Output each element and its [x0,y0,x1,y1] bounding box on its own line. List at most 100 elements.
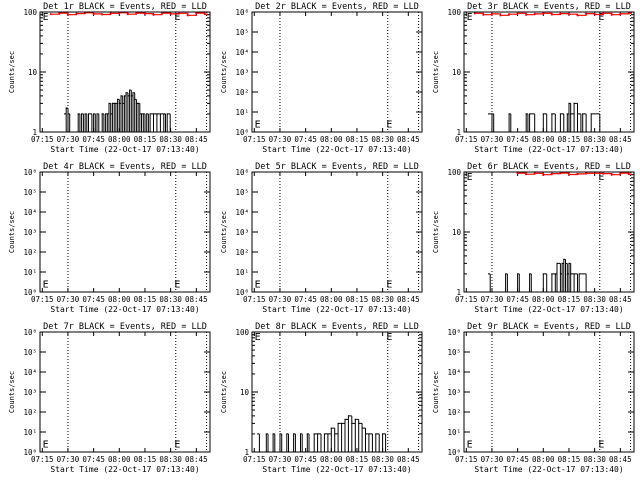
e-marker: E [255,119,261,130]
e-marker: E [43,439,49,450]
data-point-lld [610,13,613,16]
data-point-lld [627,11,630,15]
data-point-lld [533,172,536,175]
y-tick-label: 10⁶ [235,8,249,17]
panel-title: Det 9r BLACK = Events, RED = LLD [467,322,631,332]
data-point-lld [516,12,519,15]
data-point-lld [602,12,605,15]
data-point-events [96,113,98,115]
data-point-lld [559,12,562,15]
data-point-lld [195,11,198,15]
data-point-events [286,433,288,435]
x-tick-label: 07:30 [269,455,292,464]
y-tick-label: 100 [235,328,249,337]
data-point-events [139,113,141,115]
data-point-lld [135,11,138,15]
data-point-events [65,107,67,109]
data-point-lld [576,172,579,175]
data-point-events [487,273,490,275]
data-point-events [361,427,363,429]
x-tick-label: 07:45 [294,295,317,304]
y-tick-label: 1 [32,128,37,137]
data-point-events [563,258,565,260]
data-point-lld [516,171,519,175]
x-tick-label: 08:30 [371,135,394,144]
data-point-events [334,433,336,435]
e-marker: E [174,279,180,290]
y-tick-label: 10⁵ [235,188,249,197]
y-tick-label: 10⁴ [447,368,461,377]
y-tick-label: 10¹ [235,108,249,117]
data-point-events [347,415,350,417]
x-tick-label: 08:45 [609,135,632,144]
y-tick-label: 10¹ [235,268,249,277]
y-tick-label: 10⁰ [235,288,249,297]
data-point-events [306,433,308,435]
x-tick-label: 08:15 [558,295,581,304]
x-axis-label: Start Time (22-Oct-17 07:13:40) [262,305,411,314]
panel-title: Det 2r BLACK = Events, RED = LLD [255,2,419,12]
y-tick-label: 10⁵ [23,348,37,357]
x-tick-label: 08:30 [159,295,182,304]
data-point-lld [584,12,588,15]
data-point-events [105,113,107,115]
x-axis-label: Start Time (22-Oct-17 07:13:40) [262,465,411,474]
y-tick-label: 10² [235,248,249,257]
x-tick-label: 07:30 [57,135,80,144]
y-tick-label: 10³ [23,388,37,397]
data-point-lld [542,173,545,176]
x-tick-label: 08:15 [134,135,157,144]
data-point-lld [92,12,95,15]
plot-frame [251,171,423,293]
data-point-events [559,273,562,275]
x-tick-label: 08:45 [185,295,208,304]
x-tick-label: 08:15 [134,295,157,304]
e-marker: E [467,12,473,23]
data-point-events [566,113,568,115]
e-marker: E [386,119,392,130]
data-point-events [93,113,95,115]
data-point-events [542,273,544,275]
x-tick-label: 08:45 [185,135,208,144]
data-point-events [132,92,134,94]
y-axis-label: Counts/sec [220,211,228,253]
y-tick-label: 10¹ [23,268,37,277]
data-point-lld [576,14,579,17]
data-point-events [122,102,124,104]
y-tick-label: 10⁶ [23,168,37,177]
x-tick-label: 07:30 [269,295,292,304]
data-point-events [559,113,562,115]
data-point-lld [499,14,502,17]
x-tick-label: 07:15 [455,455,478,464]
panel-title: Det 8r BLACK = Events, RED = LLD [255,322,419,332]
x-tick-label: 07:30 [57,295,80,304]
e-marker: E [255,332,261,343]
data-point-events [590,113,592,115]
data-point-lld [550,172,553,175]
data-point-events [265,433,267,435]
e-marker: E [386,279,392,290]
data-point-lld [550,13,553,16]
plot-frame [251,331,423,453]
data-point-events [330,427,332,429]
y-tick-label: 10⁰ [23,448,37,457]
y-tick-label: 10 [240,388,250,397]
e-marker: E [467,439,473,450]
detector-panel-5: Det 5r BLACK = Events, RED = LLD Counts/s… [220,162,423,314]
data-point-events [163,113,165,115]
data-point-lld [619,12,622,15]
y-tick-label: 10² [235,88,249,97]
data-point-events [81,113,83,115]
data-point-lld [619,171,622,175]
data-point-events [556,262,558,264]
x-tick-label: 08:15 [558,455,581,464]
data-point-lld [58,11,61,15]
y-tick-label: 1 [244,448,249,457]
data-point-events [570,273,572,275]
data-point-events [566,273,568,275]
x-tick-label: 08:45 [397,135,420,144]
data-point-events [87,113,90,115]
y-tick-label: 10⁰ [447,448,461,457]
data-point-events [166,113,168,115]
data-point-lld [203,13,206,16]
